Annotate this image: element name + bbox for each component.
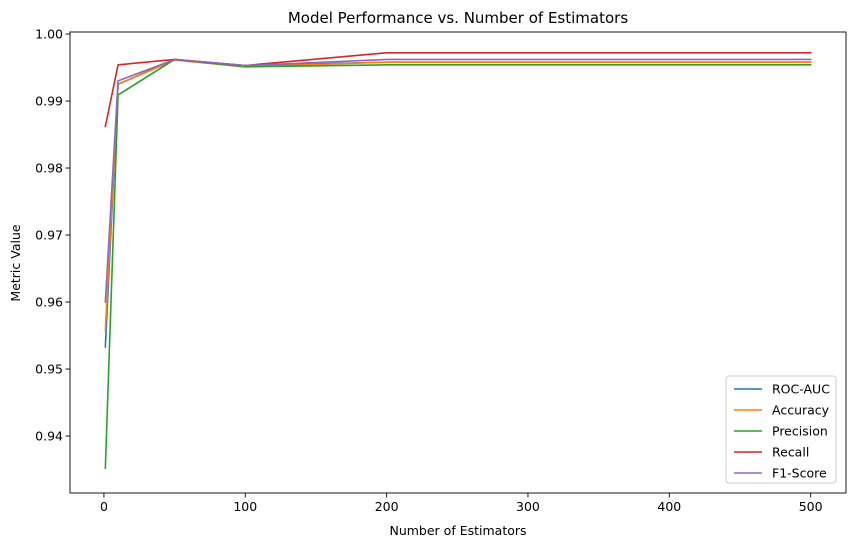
x-axis-label: Number of Estimators — [389, 523, 526, 538]
plot-area: 0 100 200 300 400 500 0.94 0.95 0.96 0.97 0.98 0.99… — [35, 27, 847, 514]
y-tick-label: 0.98 — [35, 161, 63, 176]
y-tick-label: 0.99 — [35, 94, 63, 109]
x-tick-label: 100 — [233, 499, 257, 514]
x-tick-label: 300 — [516, 499, 540, 514]
legend-label: Precision — [772, 424, 828, 439]
y-tick-label: 0.94 — [35, 429, 63, 444]
y-axis-label: Metric Value — [8, 224, 23, 301]
legend-label: Accuracy — [772, 403, 830, 418]
y-tick-label: 0.97 — [35, 228, 63, 243]
legend-box — [725, 375, 837, 484]
y-tick-label: 0.95 — [35, 362, 63, 377]
y-tick-label: 1.00 — [35, 27, 63, 42]
x-tick-label: 200 — [375, 499, 399, 514]
x-tick-label: 500 — [799, 499, 823, 514]
axes-frame — [69, 31, 847, 494]
x-tick-label: 0 — [100, 499, 108, 514]
legend: ROC-AUC Accuracy Precision Recall F1-Score — [725, 375, 837, 484]
legend-label: ROC-AUC — [772, 382, 830, 397]
chart-title: Model Performance vs. Number of Estimato… — [288, 9, 628, 27]
legend-label: F1-Score — [772, 466, 827, 481]
x-tick-label: 400 — [657, 499, 681, 514]
series-line-f1-score — [104, 58, 812, 303]
legend-label: Recall — [772, 445, 809, 460]
y-tick-label: 0.96 — [35, 295, 63, 310]
